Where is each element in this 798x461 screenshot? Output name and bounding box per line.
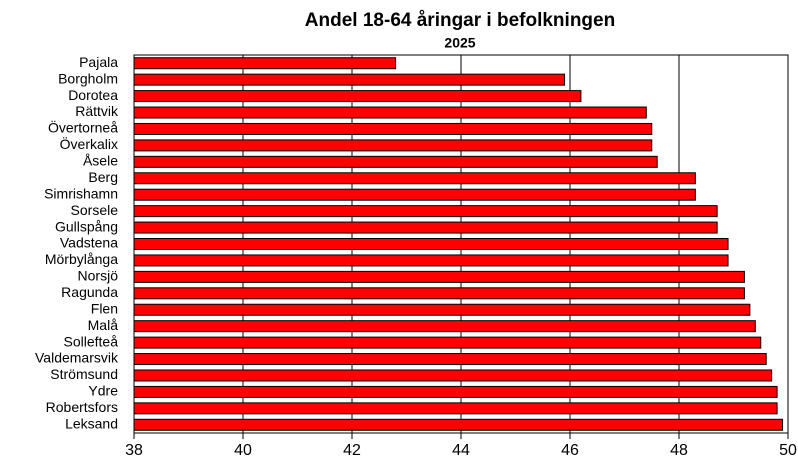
x-tick-label: 42	[343, 442, 361, 459]
plot-frame	[133, 54, 789, 434]
y-tick-label: Rättvik	[75, 103, 119, 119]
y-tick-label: Ragunda	[61, 284, 118, 300]
x-tick-label: 50	[779, 442, 797, 459]
y-tick-label: Åsele	[83, 153, 118, 169]
bar	[133, 172, 696, 185]
y-tick-label: Malå	[88, 317, 119, 333]
y-tick-label: Övertorneå	[48, 119, 118, 136]
chart-title: Andel 18-64 åringar i befolkningen	[305, 10, 615, 31]
y-tick-label: Simrishamn	[44, 185, 118, 201]
bar	[133, 155, 658, 168]
bar	[133, 221, 718, 234]
y-tick-label: Gullspång	[55, 218, 118, 234]
y-tick-label: Robertsfors	[46, 399, 118, 415]
y-tick-label: Borgholm	[58, 70, 118, 86]
bars	[133, 57, 784, 431]
bar	[133, 188, 696, 201]
bar	[133, 270, 745, 283]
y-tick-label: Dorotea	[68, 87, 118, 103]
bar	[133, 369, 773, 382]
y-tick-label: Leksand	[65, 415, 118, 431]
bar	[133, 287, 745, 300]
y-tick-label: Sorsele	[71, 202, 119, 218]
x-tick-label: 48	[670, 442, 688, 459]
x-tick-label: 44	[452, 442, 470, 459]
bar	[133, 254, 729, 267]
y-tick-label: Strömsund	[50, 366, 118, 382]
y-tick-label: Överkalix	[60, 135, 118, 152]
y-tick-label: Mörbylånga	[45, 251, 118, 267]
axes: 38 40 42 44 46 48 50 PajalaBorgholmDoroteaRättv…	[35, 54, 797, 459]
y-tick-label: Sollefteå	[64, 333, 119, 349]
bar	[133, 418, 784, 431]
bar	[133, 303, 751, 316]
chart-subtitle: 2025	[444, 35, 475, 51]
y-tick-label: Pajala	[79, 54, 118, 70]
bar	[133, 139, 653, 152]
bar	[133, 238, 729, 250]
y-tick-label: Flen	[91, 300, 118, 316]
x-tick-label: 40	[234, 442, 252, 459]
y-tick-label: Berg	[88, 169, 118, 185]
bar	[133, 402, 778, 415]
bar	[133, 122, 653, 135]
bar	[133, 57, 397, 70]
bar	[133, 336, 762, 349]
bar	[133, 320, 756, 333]
bar	[133, 385, 778, 398]
x-tick-label: 38	[125, 442, 143, 459]
bar	[133, 73, 566, 86]
bar	[133, 90, 582, 103]
y-tick-label: Ydre	[88, 383, 118, 399]
y-tick-label: Norsjö	[78, 268, 119, 284]
bar	[133, 106, 647, 119]
y-tick-label: Valdemarsvik	[35, 350, 119, 366]
y-tick-label: Vadstena	[60, 235, 118, 251]
bar	[133, 205, 718, 218]
bar	[133, 353, 767, 366]
x-tick-label: 46	[561, 442, 579, 459]
